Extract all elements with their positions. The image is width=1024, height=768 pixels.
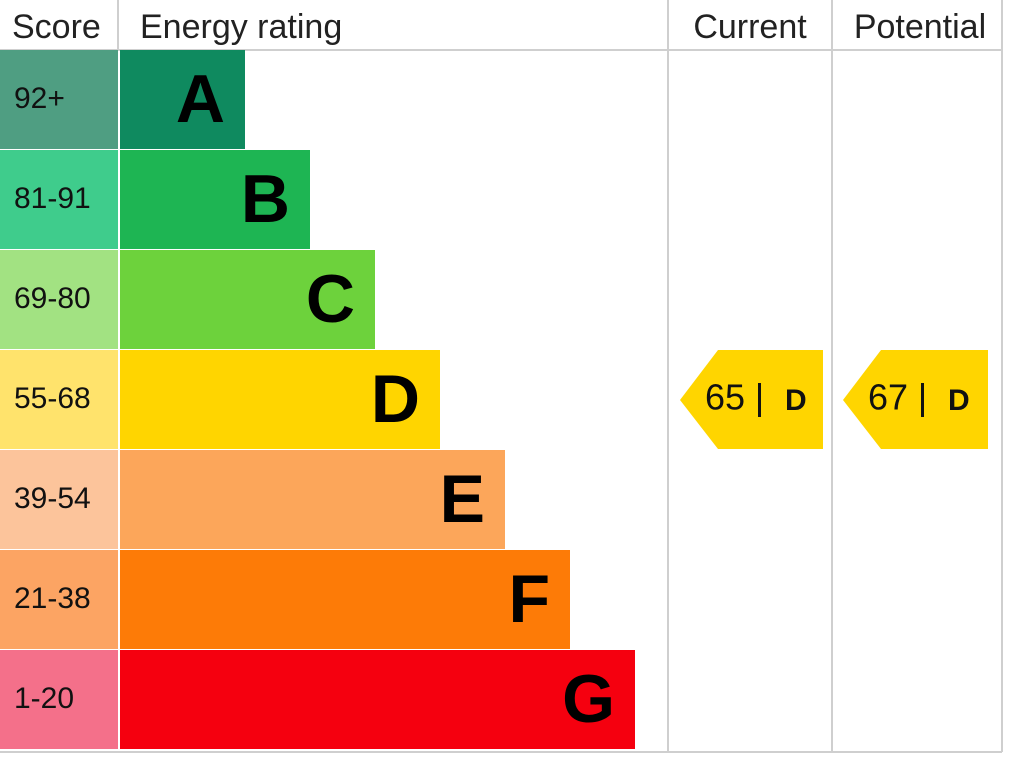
header-potential: Potential [854, 8, 986, 46]
header-current: Current [693, 8, 807, 46]
current-rating: D [785, 384, 807, 417]
rating-bar [120, 250, 375, 349]
potential-value: 67 [868, 377, 908, 418]
score-range: 1-20 [14, 682, 74, 715]
header-score: Score [12, 8, 101, 46]
current-divider [758, 383, 761, 417]
rating-bar [120, 650, 635, 749]
potential-arrow [843, 350, 988, 449]
score-range: 39-54 [14, 482, 91, 515]
potential-rating: D [948, 384, 970, 417]
band-letter: A [176, 61, 225, 137]
score-range: 21-38 [14, 582, 91, 615]
band-letter: B [241, 161, 290, 237]
score-cell [0, 450, 118, 549]
rating-bar [120, 550, 570, 649]
band-letter: D [371, 361, 420, 437]
band-letter: G [562, 661, 615, 737]
score-range: 69-80 [14, 282, 91, 315]
score-cell [0, 250, 118, 349]
current-value: 65 [705, 377, 745, 418]
potential-divider [921, 383, 924, 417]
rating-bar [120, 50, 245, 149]
band-letter: F [508, 561, 550, 637]
score-range: 55-68 [14, 382, 91, 415]
score-range: 92+ [14, 82, 65, 115]
score-range: 81-91 [14, 182, 91, 215]
score-cell [0, 650, 118, 749]
score-cell [0, 550, 118, 649]
score-cell [0, 50, 118, 149]
score-cell [0, 150, 118, 249]
rating-bar [120, 350, 440, 449]
score-cell [0, 350, 118, 449]
current-arrow [680, 350, 823, 449]
rating-bar [120, 150, 310, 249]
band-letter: E [440, 461, 485, 537]
header-energy-rating: Energy rating [140, 8, 342, 46]
rating-bar [120, 450, 505, 549]
band-letter: C [306, 261, 355, 337]
